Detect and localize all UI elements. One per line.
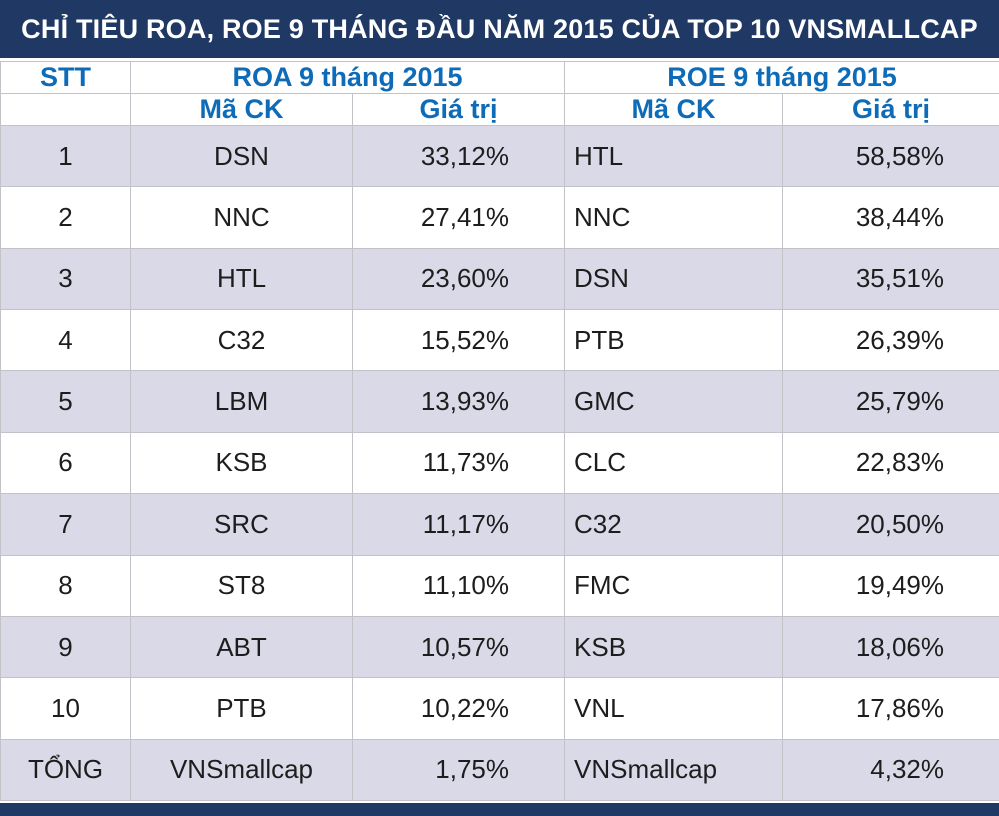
cell-roa-value: 15,52% xyxy=(351,309,566,372)
roa-roe-table: STT ROA 9 tháng 2015 ROE 9 tháng 2015 Mã… xyxy=(0,61,999,802)
cell-stt: 1 xyxy=(0,124,131,188)
table-row: 6 KSB 11,73% CLC 22,83% xyxy=(0,431,999,495)
cell-roe-ticker: PTB xyxy=(564,309,784,372)
cell-roa-ticker: VNSmallcap xyxy=(130,738,353,802)
cell-roa-value: 10,57% xyxy=(351,615,566,679)
header-roa-gia-tri: Giá trị xyxy=(351,93,566,126)
cell-roa-ticker: ABT xyxy=(130,615,353,679)
table-row: TỔNG VNSmallcap 1,75% VNSmallcap 4,32% xyxy=(0,738,999,802)
cell-stt: 7 xyxy=(0,493,131,556)
cell-roe-ticker: KSB xyxy=(564,615,784,679)
table-row: 7 SRC 11,17% C32 20,50% xyxy=(0,493,999,556)
cell-stt: TỔNG xyxy=(0,738,131,802)
cell-stt: 10 xyxy=(0,677,131,740)
header-empty xyxy=(0,93,131,126)
header-roa-ma-ck: Mã CK xyxy=(130,93,353,126)
cell-roe-value: 17,86% xyxy=(782,677,999,740)
cell-roa-ticker: LBM xyxy=(130,370,353,433)
cell-roa-ticker: DSN xyxy=(130,124,353,188)
cell-roe-ticker: CLC xyxy=(564,431,784,495)
cell-roa-value: 11,17% xyxy=(351,493,566,556)
cell-stt: 3 xyxy=(0,247,131,311)
table-row: 9 ABT 10,57% KSB 18,06% xyxy=(0,615,999,679)
cell-stt: 8 xyxy=(0,554,131,617)
table-header: STT ROA 9 tháng 2015 ROE 9 tháng 2015 Mã… xyxy=(0,61,999,126)
cell-roa-value: 11,73% xyxy=(351,431,566,495)
title-bar: CHỈ TIÊU ROA, ROE 9 THÁNG ĐẦU NĂM 2015 C… xyxy=(0,0,999,58)
table-row: 2 NNC 27,41% NNC 38,44% xyxy=(0,186,999,249)
header-group-row: STT ROA 9 tháng 2015 ROE 9 tháng 2015 xyxy=(0,61,999,94)
cell-stt: 9 xyxy=(0,615,131,679)
cell-roe-value: 25,79% xyxy=(782,370,999,433)
table-row: 4 C32 15,52% PTB 26,39% xyxy=(0,309,999,372)
cell-roe-value: 19,49% xyxy=(782,554,999,617)
cell-roe-ticker: DSN xyxy=(564,247,784,311)
cell-roe-value: 58,58% xyxy=(782,124,999,188)
header-sub-row: Mã CK Giá trị Mã CK Giá trị xyxy=(0,93,999,126)
cell-roa-value: 1,75% xyxy=(351,738,566,802)
cell-roa-value: 13,93% xyxy=(351,370,566,433)
cell-stt: 4 xyxy=(0,309,131,372)
cell-roa-ticker: PTB xyxy=(130,677,353,740)
cell-roe-value: 18,06% xyxy=(782,615,999,679)
cell-roa-ticker: SRC xyxy=(130,493,353,556)
table-row: 10 PTB 10,22% VNL 17,86% xyxy=(0,677,999,740)
cell-roe-ticker: VNSmallcap xyxy=(564,738,784,802)
cell-roe-ticker: NNC xyxy=(564,186,784,249)
cell-roa-ticker: C32 xyxy=(130,309,353,372)
table-body: 1 DSN 33,12% HTL 58,58% 2 NNC 27,41% NNC… xyxy=(0,124,999,802)
cell-roe-value: 35,51% xyxy=(782,247,999,311)
bottom-accent-bar xyxy=(0,803,999,816)
cell-roa-value: 10,22% xyxy=(351,677,566,740)
cell-roe-ticker: GMC xyxy=(564,370,784,433)
cell-roe-value: 38,44% xyxy=(782,186,999,249)
header-roa-group: ROA 9 tháng 2015 xyxy=(129,61,566,94)
cell-roa-ticker: NNC xyxy=(130,186,353,249)
cell-roa-value: 33,12% xyxy=(351,124,566,188)
cell-roe-value: 26,39% xyxy=(782,309,999,372)
cell-roe-value: 20,50% xyxy=(782,493,999,556)
cell-roe-ticker: C32 xyxy=(564,493,784,556)
cell-roa-ticker: ST8 xyxy=(130,554,353,617)
cell-roe-value: 22,83% xyxy=(782,431,999,495)
cell-stt: 5 xyxy=(0,370,131,433)
cell-stt: 2 xyxy=(0,186,131,249)
cell-roe-value: 4,32% xyxy=(782,738,999,802)
cell-roa-ticker: HTL xyxy=(130,247,353,311)
cell-roa-value: 27,41% xyxy=(351,186,566,249)
cell-stt: 6 xyxy=(0,431,131,495)
header-roe-group: ROE 9 tháng 2015 xyxy=(564,61,999,94)
cell-roa-ticker: KSB xyxy=(130,431,353,495)
cell-roe-ticker: VNL xyxy=(564,677,784,740)
page-title: CHỈ TIÊU ROA, ROE 9 THÁNG ĐẦU NĂM 2015 C… xyxy=(21,13,978,44)
header-stt: STT xyxy=(0,61,131,94)
header-roe-gia-tri: Giá trị xyxy=(782,93,999,126)
table-row: 1 DSN 33,12% HTL 58,58% xyxy=(0,124,999,188)
cell-roe-ticker: FMC xyxy=(564,554,784,617)
header-roe-ma-ck: Mã CK xyxy=(564,93,784,126)
table-row: 5 LBM 13,93% GMC 25,79% xyxy=(0,370,999,433)
cell-roa-value: 23,60% xyxy=(351,247,566,311)
table-row: 8 ST8 11,10% FMC 19,49% xyxy=(0,554,999,617)
cell-roe-ticker: HTL xyxy=(564,124,784,188)
table-row: 3 HTL 23,60% DSN 35,51% xyxy=(0,247,999,311)
table-container: STT ROA 9 tháng 2015 ROE 9 tháng 2015 Mã… xyxy=(0,61,999,802)
cell-roa-value: 11,10% xyxy=(351,554,566,617)
